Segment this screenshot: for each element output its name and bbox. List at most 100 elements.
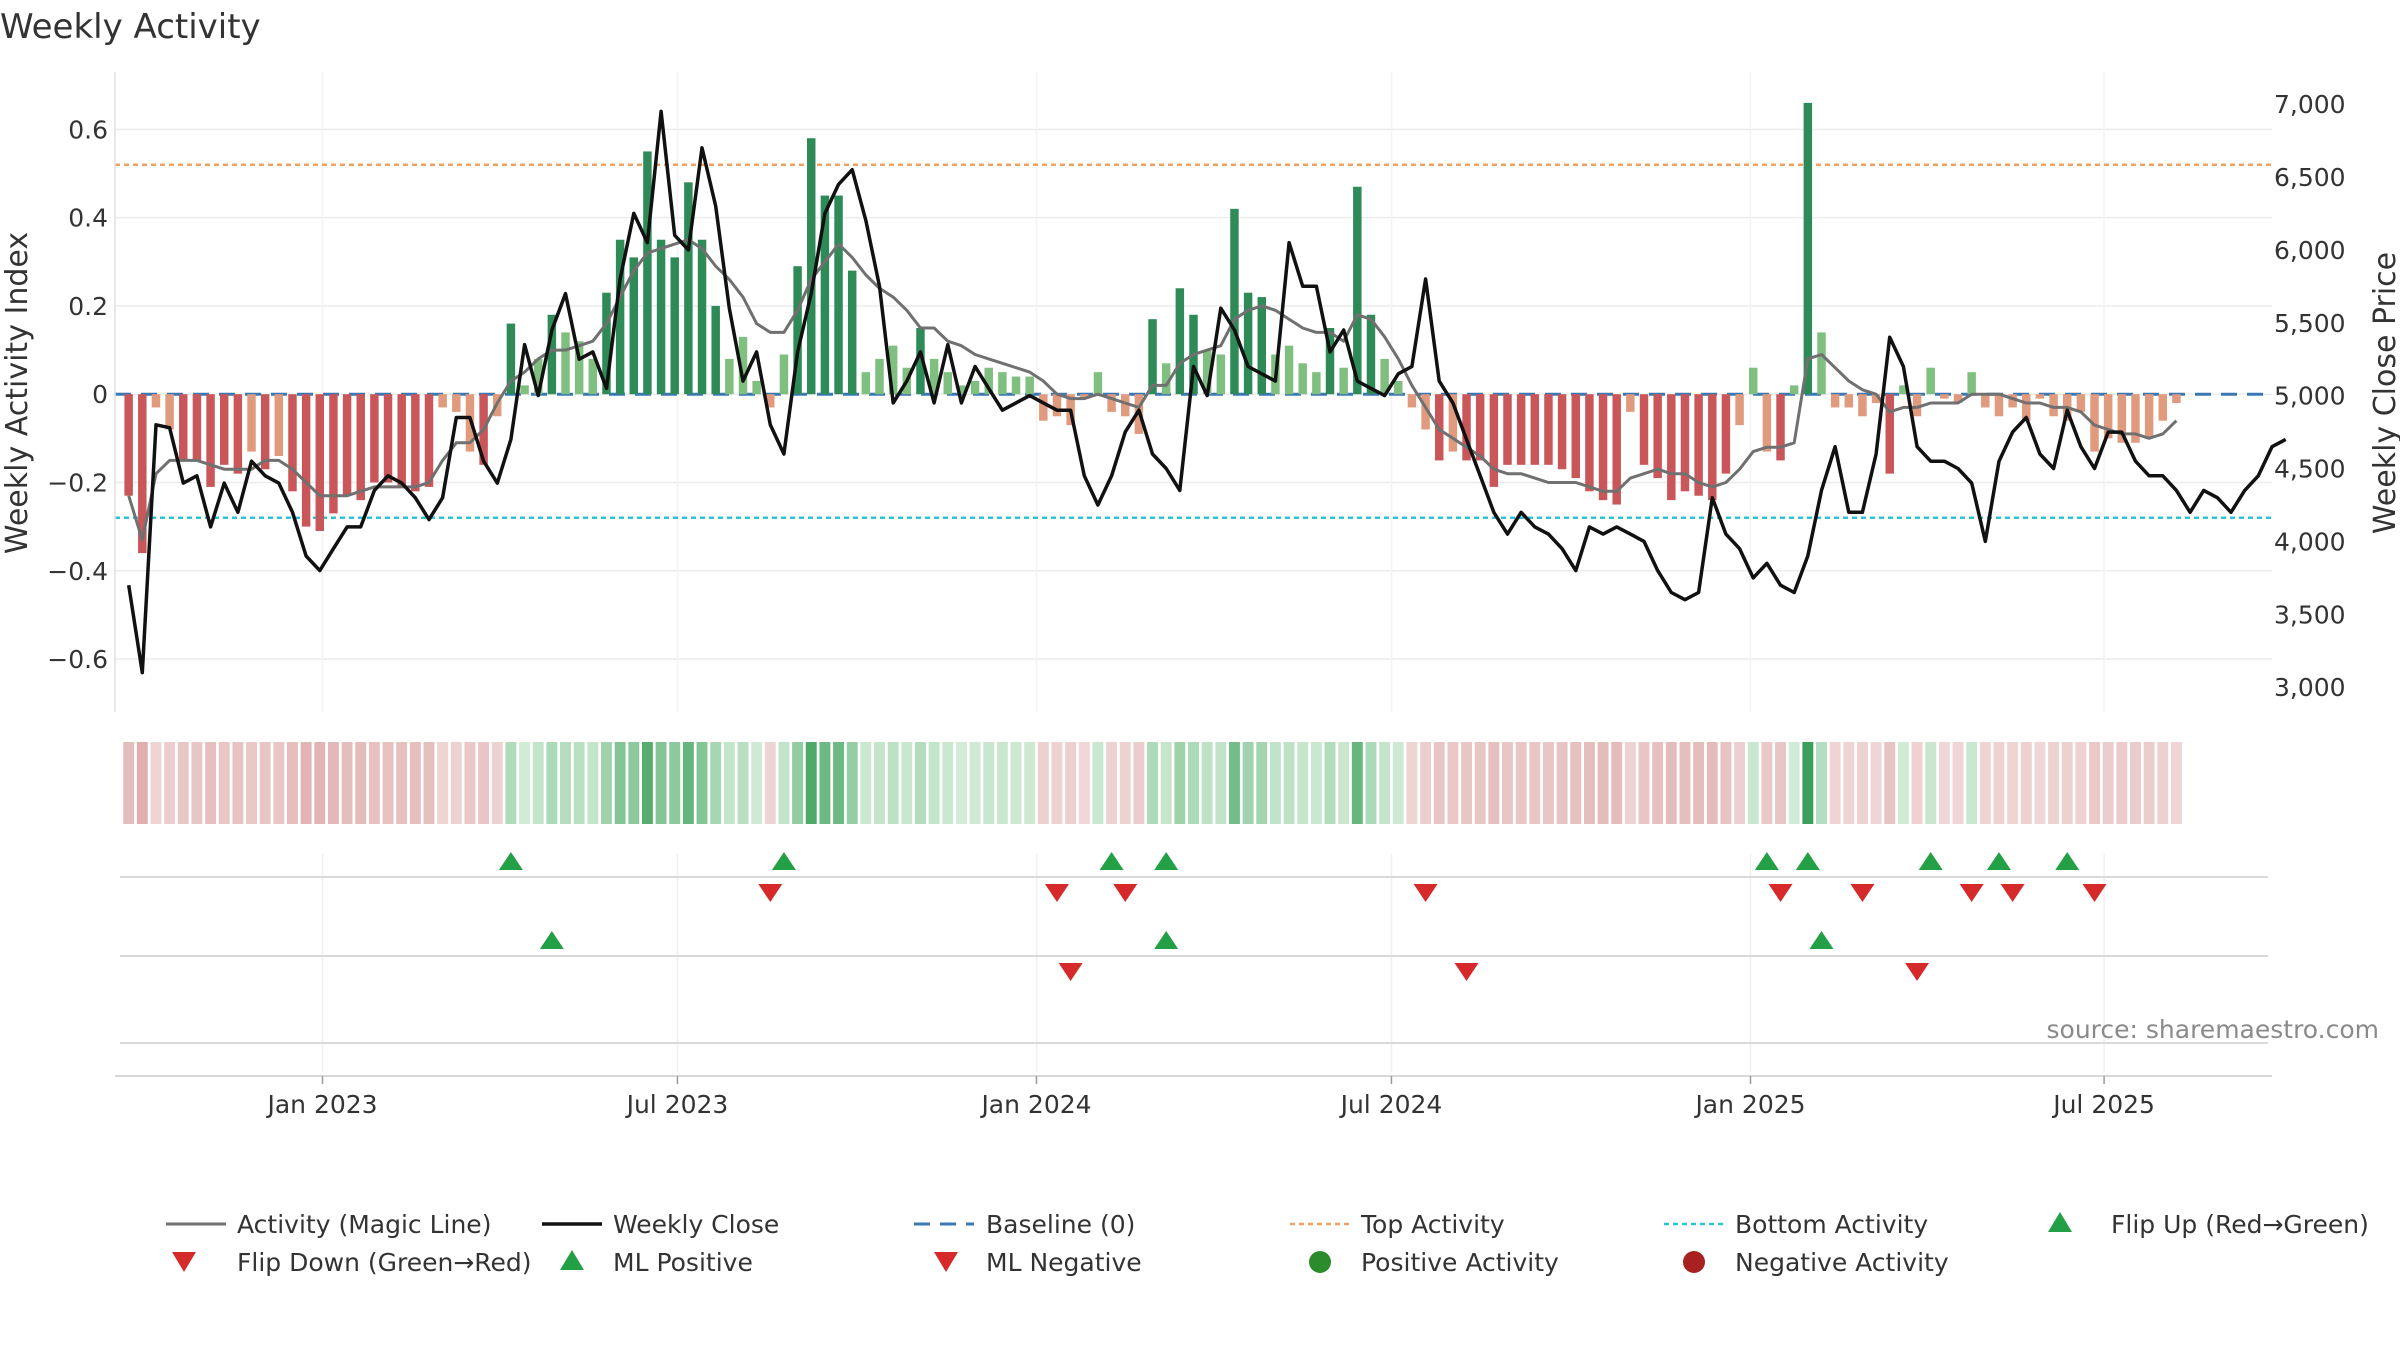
heat-strip-cell — [1952, 742, 1964, 824]
legend-label: Flip Down (Green→Red) — [237, 1248, 532, 1277]
chart-title: Weekly Activity — [0, 7, 261, 47]
heat-strip-cell — [1324, 742, 1336, 824]
activity-bar — [1912, 394, 1922, 417]
activity-bar — [329, 394, 338, 514]
heat-strip-cell — [2034, 742, 2046, 824]
heat-strip-cell — [177, 742, 189, 824]
reference-lines — [115, 163, 2272, 520]
activity-bar — [807, 138, 816, 395]
activity-bar — [2035, 394, 2045, 399]
activity-bar — [957, 385, 966, 395]
flip-down-marker — [1850, 884, 1875, 902]
legend: Activity (Magic Line) Weekly Close Basel… — [166, 1210, 2369, 1277]
activity-bar — [1680, 394, 1690, 492]
triangle-up-icon — [560, 1250, 584, 1270]
activity-bar — [383, 394, 393, 483]
activity-bar — [984, 367, 993, 395]
y-right-tick-label: 4,500 — [2274, 455, 2346, 484]
flip-down-marker — [758, 884, 783, 902]
heat-strip-cell — [2020, 742, 2032, 824]
heat-strip-cell — [1597, 742, 1609, 824]
activity-bar — [1216, 354, 1226, 395]
heat-strip-cell — [1297, 742, 1309, 824]
heat-strip-cell — [327, 742, 339, 824]
activity-bar — [1093, 372, 1103, 395]
flip-up-marker — [771, 852, 796, 870]
heat-strip-cell — [1706, 742, 1718, 824]
heat-strip-cell — [491, 742, 503, 824]
heat-strip-cell — [1133, 742, 1145, 824]
y-left-tick-label: −0.2 — [47, 468, 108, 497]
heat-strip-cell — [1884, 742, 1896, 824]
activity-bar — [424, 394, 434, 487]
activity-bar — [752, 380, 761, 395]
heat-strip-cell — [355, 742, 367, 824]
heat-strip-cell — [1174, 742, 1186, 824]
legend-item-baseline: Baseline (0) — [914, 1210, 1135, 1239]
activity-bar — [1967, 372, 1976, 395]
activity-bar — [1789, 385, 1799, 395]
heat-strip-cell — [314, 742, 326, 824]
activity-bar — [2158, 394, 2168, 421]
heat-strip-cell — [928, 742, 940, 824]
heat-strip-cell — [1829, 742, 1841, 824]
activity-bar — [1899, 385, 1908, 395]
activity-bar — [711, 305, 720, 395]
y-right-tick-label: 5,500 — [2274, 309, 2346, 338]
activity-bar — [315, 394, 325, 532]
heat-strip-cell — [1720, 742, 1732, 824]
heat-strip-cell — [1938, 742, 1950, 824]
y-right-tick-label: 3,000 — [2274, 673, 2346, 702]
activity-bar — [943, 372, 952, 395]
activity-bar — [356, 394, 365, 501]
activity-bar — [1025, 376, 1034, 395]
activity-bar — [192, 394, 202, 461]
heat-strip-cell — [1024, 742, 1036, 824]
activity-bar — [2172, 394, 2181, 404]
activity-bar — [2090, 394, 2099, 452]
activity-bar — [547, 314, 557, 395]
heat-strip-cell — [1160, 742, 1172, 824]
heat-strip-cell — [409, 742, 421, 824]
magic-line-series — [127, 238, 2178, 542]
activity-bar — [1530, 394, 1540, 465]
activity-bar — [1284, 345, 1294, 395]
heat-strip-cell — [546, 742, 558, 824]
legend-item-negative-activity: Negative Activity — [1683, 1248, 1949, 1277]
activity-bar — [643, 151, 652, 395]
heat-strip-cell — [1256, 742, 1268, 824]
triangle-down-icon — [172, 1252, 196, 1272]
legend-item-weekly-close: Weekly Close — [542, 1210, 779, 1239]
signal-panels — [115, 852, 2272, 1077]
heat-strip-cell — [2130, 742, 2141, 824]
activity-bar — [766, 394, 775, 408]
legend-item-top-activity: Top Activity — [1290, 1210, 1505, 1239]
activity-bar — [1926, 367, 1935, 395]
legend-label: Negative Activity — [1735, 1248, 1949, 1277]
activity-bar — [1202, 350, 1212, 395]
heat-strip-cell — [136, 742, 148, 824]
legend-item-ml-negative: ML Negative — [934, 1248, 1142, 1277]
y-right-tick-label: 3,500 — [2274, 600, 2346, 629]
heat-strip-cell — [232, 742, 244, 824]
activity-bar — [1243, 292, 1253, 395]
x-axis: Jan 2023 Jul 2023 Jan 2024 Jul 2024 Jan 2025… — [265, 1076, 2155, 1119]
activity-bar — [1148, 319, 1157, 395]
activity-bar — [1776, 394, 1785, 461]
activity-bar — [1121, 394, 1130, 417]
heat-strip-cell — [641, 742, 653, 824]
activity-bar — [1694, 394, 1703, 496]
heat-strip-cell — [2061, 742, 2073, 824]
activity-bar — [1366, 314, 1376, 395]
heat-strip-cell — [682, 742, 694, 824]
legend-item-flip-up: Flip Up (Red→Green) — [2048, 1210, 2369, 1239]
activity-bar — [1762, 394, 1772, 452]
heat-strip-cell — [287, 742, 298, 824]
flip-up-marker — [498, 852, 523, 870]
activity-bar — [888, 345, 898, 395]
activity-bar — [1721, 394, 1731, 474]
heat-strip-cell — [478, 742, 490, 824]
heat-strip-cell — [1734, 742, 1746, 824]
heat-strip-cell — [341, 742, 353, 824]
heat-strip-cell — [655, 742, 667, 824]
